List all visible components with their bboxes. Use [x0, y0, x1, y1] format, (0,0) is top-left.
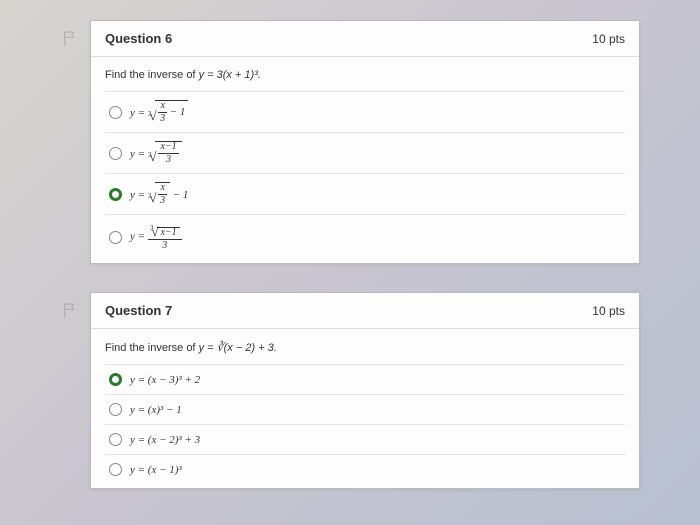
option-7-1[interactable]: y = (x − 3)³ + 2 [105, 364, 625, 394]
option-6-2[interactable]: y = 3√x−13 [105, 132, 625, 173]
option-7-4[interactable]: y = (x − 1)³ [105, 454, 625, 484]
prompt-math: y = ∛(x − 2) + 3. [199, 342, 277, 354]
option-7-2[interactable]: y = (x)³ − 1 [105, 394, 625, 424]
radio-icon-selected[interactable] [109, 373, 122, 386]
question-card-7: Question 7 10 pts Find the inverse of y … [90, 292, 640, 489]
question-body: Find the inverse of y = ∛(x − 2) + 3. y … [91, 329, 639, 488]
flag-icon[interactable] [63, 303, 77, 319]
prompt-math: y = 3(x + 1)³. [199, 69, 261, 81]
option-6-4[interactable]: y = 3√x−13 [105, 214, 625, 259]
option-math: y = (x − 2)³ + 3 [130, 434, 200, 446]
option-math: y = 3√x3 − 1 [130, 100, 188, 124]
question-title: Question 6 [105, 31, 172, 46]
flag-icon[interactable] [63, 31, 77, 47]
option-math: y = (x)³ − 1 [130, 404, 182, 416]
radio-icon[interactable] [109, 106, 122, 119]
option-math: y = 3√x−13 [130, 223, 182, 251]
option-6-1[interactable]: y = 3√x3 − 1 [105, 91, 625, 132]
quiz-page: Question 6 10 pts Find the inverse of y … [0, 0, 700, 489]
question-header: Question 6 10 pts [91, 21, 639, 57]
radio-icon[interactable] [109, 231, 122, 244]
question-title: Question 7 [105, 303, 172, 318]
question-header: Question 7 10 pts [91, 293, 639, 329]
question-body: Find the inverse of y = 3(x + 1)³. y = 3… [91, 57, 639, 263]
prompt-text: Find the inverse of [105, 342, 199, 354]
prompt-text: Find the inverse of [105, 69, 199, 81]
option-7-3[interactable]: y = (x − 2)³ + 3 [105, 424, 625, 454]
radio-icon-selected[interactable] [109, 188, 122, 201]
question-card-6: Question 6 10 pts Find the inverse of y … [90, 20, 640, 264]
option-math: y = 3√x−13 [130, 141, 182, 165]
option-math: y = (x − 3)³ + 2 [130, 374, 200, 386]
question-points: 10 pts [592, 304, 625, 318]
option-math: y = 3√x3 − 1 [130, 182, 188, 206]
radio-icon[interactable] [109, 433, 122, 446]
radio-icon[interactable] [109, 403, 122, 416]
question-points: 10 pts [592, 32, 625, 46]
radio-icon[interactable] [109, 463, 122, 476]
question-prompt: Find the inverse of y = ∛(x − 2) + 3. [105, 341, 625, 354]
question-prompt: Find the inverse of y = 3(x + 1)³. [105, 69, 625, 81]
option-6-3[interactable]: y = 3√x3 − 1 [105, 173, 625, 214]
radio-icon[interactable] [109, 147, 122, 160]
option-math: y = (x − 1)³ [130, 464, 182, 476]
